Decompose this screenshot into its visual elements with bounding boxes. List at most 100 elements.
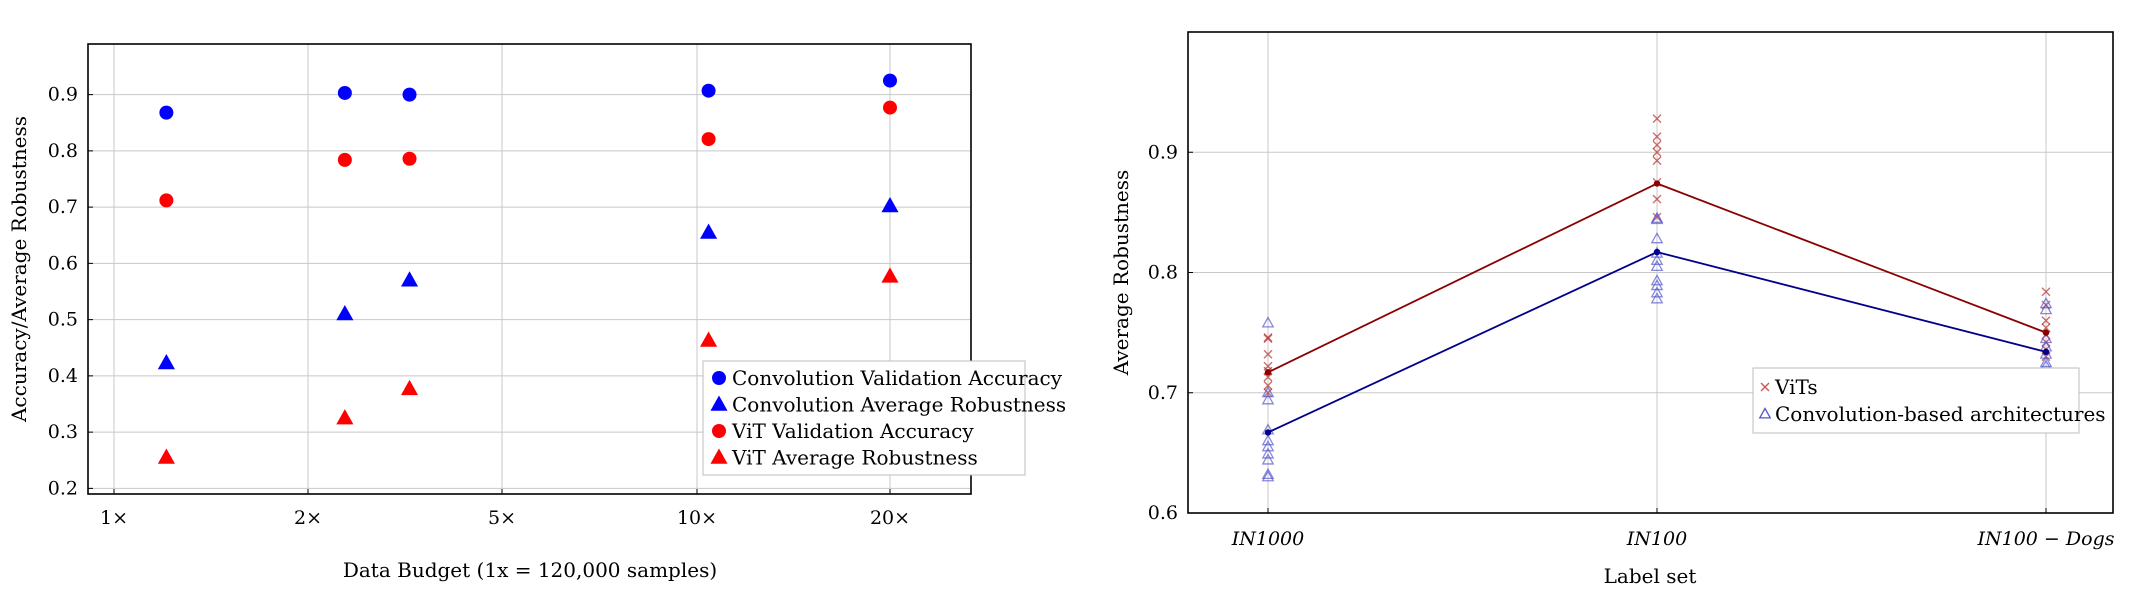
data-point — [1652, 194, 1662, 204]
data-point — [157, 353, 175, 370]
data-point — [1650, 278, 1664, 291]
data-point — [2039, 302, 2053, 315]
legend-marker — [712, 371, 726, 385]
legend-label: ViT Average Robustness — [731, 446, 978, 470]
series-2 — [159, 100, 897, 208]
plot-frame — [1187, 31, 2114, 514]
y-tick-label: 0.8 — [48, 140, 78, 162]
series-3 — [157, 267, 899, 464]
right-line-chart: 0.6 0.7 0.8 0.9 IN1000 IN100 IN100 − Dogs Label… — [1109, 31, 2115, 588]
left-scatter-chart: 0.2 0.3 0.4 0.5 0.6 0.7 0.8 0.9 1× 2× 5× 10× 20× Data… — [7, 43, 1066, 582]
data-point — [1650, 212, 1664, 225]
data-point — [1261, 434, 1275, 446]
y-tick-label: 0.5 — [48, 309, 78, 331]
data-point — [402, 87, 417, 102]
legend-marker — [1760, 382, 1770, 392]
data-point — [336, 305, 354, 321]
data-point — [883, 73, 897, 88]
data-point — [1263, 334, 1273, 344]
mean-point — [1653, 248, 1661, 256]
data-point — [1650, 259, 1664, 271]
data-point — [1263, 349, 1273, 359]
x-tick-label: IN100 — [1626, 528, 1687, 550]
data-point — [1263, 388, 1273, 398]
x-tick-label: 10× — [677, 507, 717, 529]
data-point — [336, 409, 354, 425]
legend-marker — [712, 424, 726, 438]
data-point — [2041, 287, 2051, 297]
data-point — [1650, 253, 1664, 265]
data-point — [1261, 470, 1275, 482]
data-point — [1650, 274, 1664, 286]
mean-point — [1264, 429, 1272, 436]
mean-point — [1264, 369, 1272, 376]
data-point — [159, 105, 174, 120]
legend-marker — [710, 395, 728, 411]
data-point — [1261, 393, 1275, 405]
legend-box — [1752, 367, 2080, 434]
legend-label: Convolution Validation Accuracy — [732, 366, 1063, 390]
mean-point — [2042, 329, 2050, 336]
data-point — [1261, 453, 1275, 465]
data-point — [1652, 140, 1662, 150]
x-tick-label: 5× — [488, 507, 516, 529]
data-point — [1261, 440, 1275, 452]
data-point — [337, 152, 352, 167]
data-point — [2039, 355, 2053, 368]
y-tick-label: 0.6 — [1148, 502, 1178, 524]
y-axis-label: Average Robustness — [1109, 170, 1133, 377]
x-tick-label: 2× — [294, 507, 322, 529]
legend-label: Convolution Average Robustness — [732, 393, 1066, 417]
data-point — [1652, 156, 1662, 166]
data-point — [1650, 231, 1664, 244]
y-tick-label: 0.9 — [1148, 141, 1178, 163]
y-tick-label: 0.4 — [48, 365, 78, 387]
y-tick-label: 0.7 — [48, 196, 78, 218]
data-point — [2039, 296, 2053, 309]
data-point — [1652, 114, 1662, 124]
y-tick-label: 0.3 — [48, 421, 78, 443]
legend-marker — [710, 448, 728, 464]
series-1 — [157, 197, 899, 370]
data-point — [1261, 447, 1275, 459]
data-point — [159, 193, 174, 208]
legend: ViTs Convolution-based architectures — [1752, 367, 2106, 434]
legend-marker — [1758, 407, 1772, 419]
plot-frame — [87, 43, 972, 495]
data-point — [2041, 323, 2051, 333]
mean-point — [1653, 180, 1661, 187]
x-tick-label: 1× — [100, 507, 128, 529]
data-point — [881, 267, 899, 283]
data-point — [400, 271, 419, 287]
data-point — [402, 151, 417, 166]
x-tick-label: 20× — [870, 507, 910, 529]
data-point — [1261, 385, 1275, 398]
data-point — [1263, 372, 1273, 382]
x-tick-label: IN100 − Dogs — [1977, 528, 2115, 550]
data-point — [337, 85, 352, 100]
legend: Convolution Validation Accuracy Convoluti… — [702, 360, 1066, 476]
data-point — [700, 331, 718, 347]
y-tick-label: 0.9 — [48, 84, 78, 106]
data-point — [701, 132, 716, 147]
y-tick-label: 0.6 — [48, 252, 78, 274]
y-axis-label: Accuracy/Average Robustness — [7, 116, 31, 423]
data-point — [700, 223, 718, 239]
data-point — [881, 197, 899, 213]
data-point — [883, 100, 897, 115]
data-point — [1652, 147, 1662, 157]
y-tick-label: 0.7 — [1148, 382, 1178, 404]
legend-box — [702, 360, 1026, 476]
data-point — [1263, 332, 1273, 342]
grid-lines — [1188, 32, 2113, 514]
data-point — [1650, 292, 1664, 304]
data-point — [2041, 316, 2051, 326]
series-0 — [159, 73, 897, 120]
x-axis-label: Label set — [1604, 564, 1697, 588]
legend-label: ViT Validation Accuracy — [731, 419, 974, 443]
y-tick-label: 0.8 — [1148, 262, 1178, 284]
data-point — [1652, 132, 1662, 142]
mean-point — [2042, 348, 2050, 356]
data-point — [157, 448, 175, 464]
x-axis-label: Data Budget (1x = 120,000 samples) — [343, 558, 717, 582]
